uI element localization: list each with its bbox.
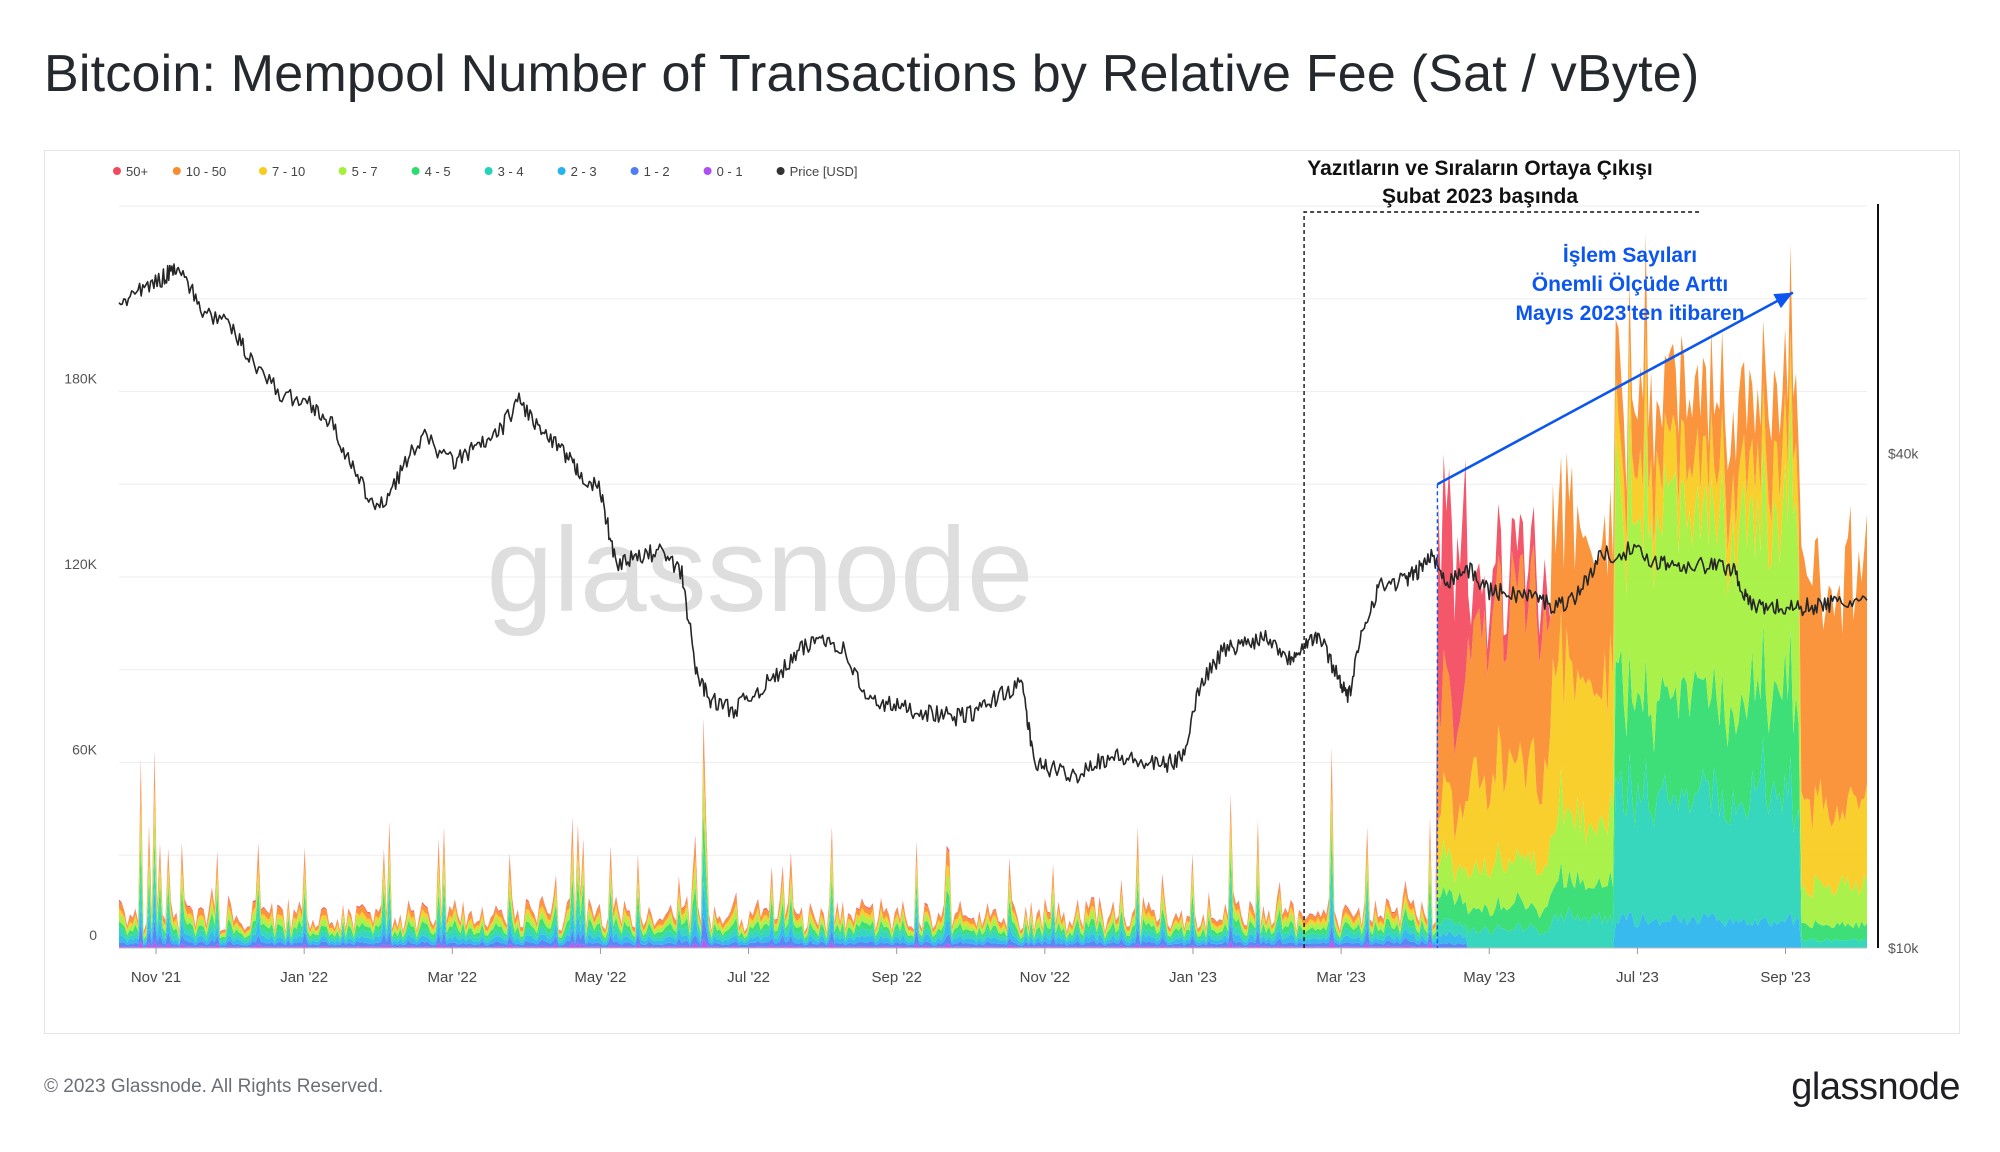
legend-item[interactable]: 4 - 5 xyxy=(411,164,451,179)
y-left-tick-label: 180K xyxy=(64,371,97,387)
x-tick-label: Jul '23 xyxy=(1616,969,1659,986)
y-right-tick-label: $40k xyxy=(1888,445,1919,461)
x-axis: Nov '21 Jan '22 Mar '22 May '22 Jul '22 Sep '… xyxy=(131,948,1811,986)
y-left-tick-label: 0 xyxy=(89,927,97,943)
legend-label: Price [USD] xyxy=(790,164,858,179)
txcount-arrow-line xyxy=(1436,291,1794,486)
annotations: Yazıtların ve Sıraların Ortaya Çıkışı Şub… xyxy=(1303,157,1794,948)
x-tick-label: Sep '23 xyxy=(1760,969,1810,986)
fee-band-1-2-area xyxy=(119,915,1867,948)
x-tick-label: Jan '23 xyxy=(1169,969,1217,986)
x-tick-label: Jul '22 xyxy=(727,969,770,986)
legend-item[interactable]: 0 - 1 xyxy=(703,164,743,179)
txcount-annotation-line: Önemli Ölçüde Arttı xyxy=(1532,273,1728,296)
legend-item[interactable]: 10 - 50 xyxy=(172,164,226,179)
legend-label: 10 - 50 xyxy=(186,164,226,179)
legend-label: 5 - 7 xyxy=(352,164,378,179)
grid-lines xyxy=(119,205,1867,949)
y-left-tick-label: 60K xyxy=(72,742,98,758)
x-tick-label: Mar '22 xyxy=(428,969,478,986)
x-tick-label: Nov '21 xyxy=(131,969,181,986)
legend-item[interactable]: 1 - 2 xyxy=(630,164,670,179)
legend-label: 50+ xyxy=(126,164,148,179)
price-line-group xyxy=(118,263,1868,784)
price-line xyxy=(118,263,1868,784)
y-axis-left: 0 60K 120K 180K xyxy=(64,371,97,944)
legend: 50+ 10 - 50 7 - 10 5 - 7 4 - 5 3 - 4 2 - 3 1 - … xyxy=(113,164,858,179)
x-tick-label: Sep '22 xyxy=(872,969,922,986)
legend-item[interactable]: 2 - 3 xyxy=(557,164,597,179)
legend-item[interactable]: 3 - 4 xyxy=(484,164,524,179)
x-tick-label: Mar '23 xyxy=(1316,969,1366,986)
legend-swatch xyxy=(338,167,347,175)
legend-swatch xyxy=(630,167,639,175)
legend-swatch xyxy=(703,167,712,175)
legend-item[interactable]: 50+ xyxy=(113,164,148,179)
legend-item[interactable]: Price [USD] xyxy=(776,164,858,179)
legend-swatch xyxy=(259,167,267,175)
x-tick-label: Nov '22 xyxy=(1020,969,1070,986)
legend-item[interactable]: 7 - 10 xyxy=(259,164,305,179)
legend-swatch xyxy=(557,167,566,175)
legend-label: 3 - 4 xyxy=(498,164,524,179)
y-left-tick-label: 120K xyxy=(64,556,97,572)
y-right-tick-label: $10k xyxy=(1888,940,1919,956)
legend-swatch xyxy=(411,167,420,175)
x-tick-label: May '23 xyxy=(1463,969,1515,986)
footer-copyright: © 2023 Glassnode. All Rights Reserved. xyxy=(44,1076,384,1097)
y-axis-right: $10k $40k xyxy=(1877,204,1919,956)
legend-label: 4 - 5 xyxy=(425,164,451,179)
page-title: Bitcoin: Mempool Number of Transactions … xyxy=(44,45,1700,103)
txcount-arrow-head xyxy=(1773,292,1793,309)
legend-swatch xyxy=(113,167,121,175)
ordinals-annotation-line: Şubat 2023 başında xyxy=(1382,185,1578,208)
legend-label: 7 - 10 xyxy=(272,164,305,179)
fee-band-areas xyxy=(119,233,1867,949)
ordinals-annotation-line: Yazıtların ve Sıraların Ortaya Çıkışı xyxy=(1307,157,1653,180)
legend-item[interactable]: 5 - 7 xyxy=(338,164,378,179)
footer-logo[interactable]: glassnode xyxy=(1791,1066,1960,1108)
legend-label: 2 - 3 xyxy=(571,164,597,179)
x-tick-label: May '22 xyxy=(574,969,626,986)
legend-swatch xyxy=(484,167,493,175)
legend-swatch xyxy=(172,167,181,175)
txcount-annotation-line: Mayıs 2023'ten itibaren xyxy=(1515,302,1744,325)
txcount-annotation-line: İşlem Sayıları xyxy=(1563,244,1697,267)
watermark: glassnode xyxy=(486,503,1033,637)
legend-swatch xyxy=(776,167,785,175)
fee-band-2-3-area xyxy=(119,881,1867,948)
fee-band-50-area xyxy=(119,233,1867,933)
mempool-chart: glassnode 50+ 10 - 50 7 - 10 5 - 7 4 - 5 3 - … xyxy=(64,157,1919,986)
legend-label: 1 - 2 xyxy=(644,164,670,179)
x-tick-label: Jan '22 xyxy=(280,969,328,986)
legend-label: 0 - 1 xyxy=(717,164,743,179)
ordinals-dashed-box xyxy=(1303,211,1700,948)
chart-frame: glassnode 50+ 10 - 50 7 - 10 5 - 7 4 - 5 3 - … xyxy=(44,150,1960,1034)
fee-band-0-1-area xyxy=(119,938,1867,948)
